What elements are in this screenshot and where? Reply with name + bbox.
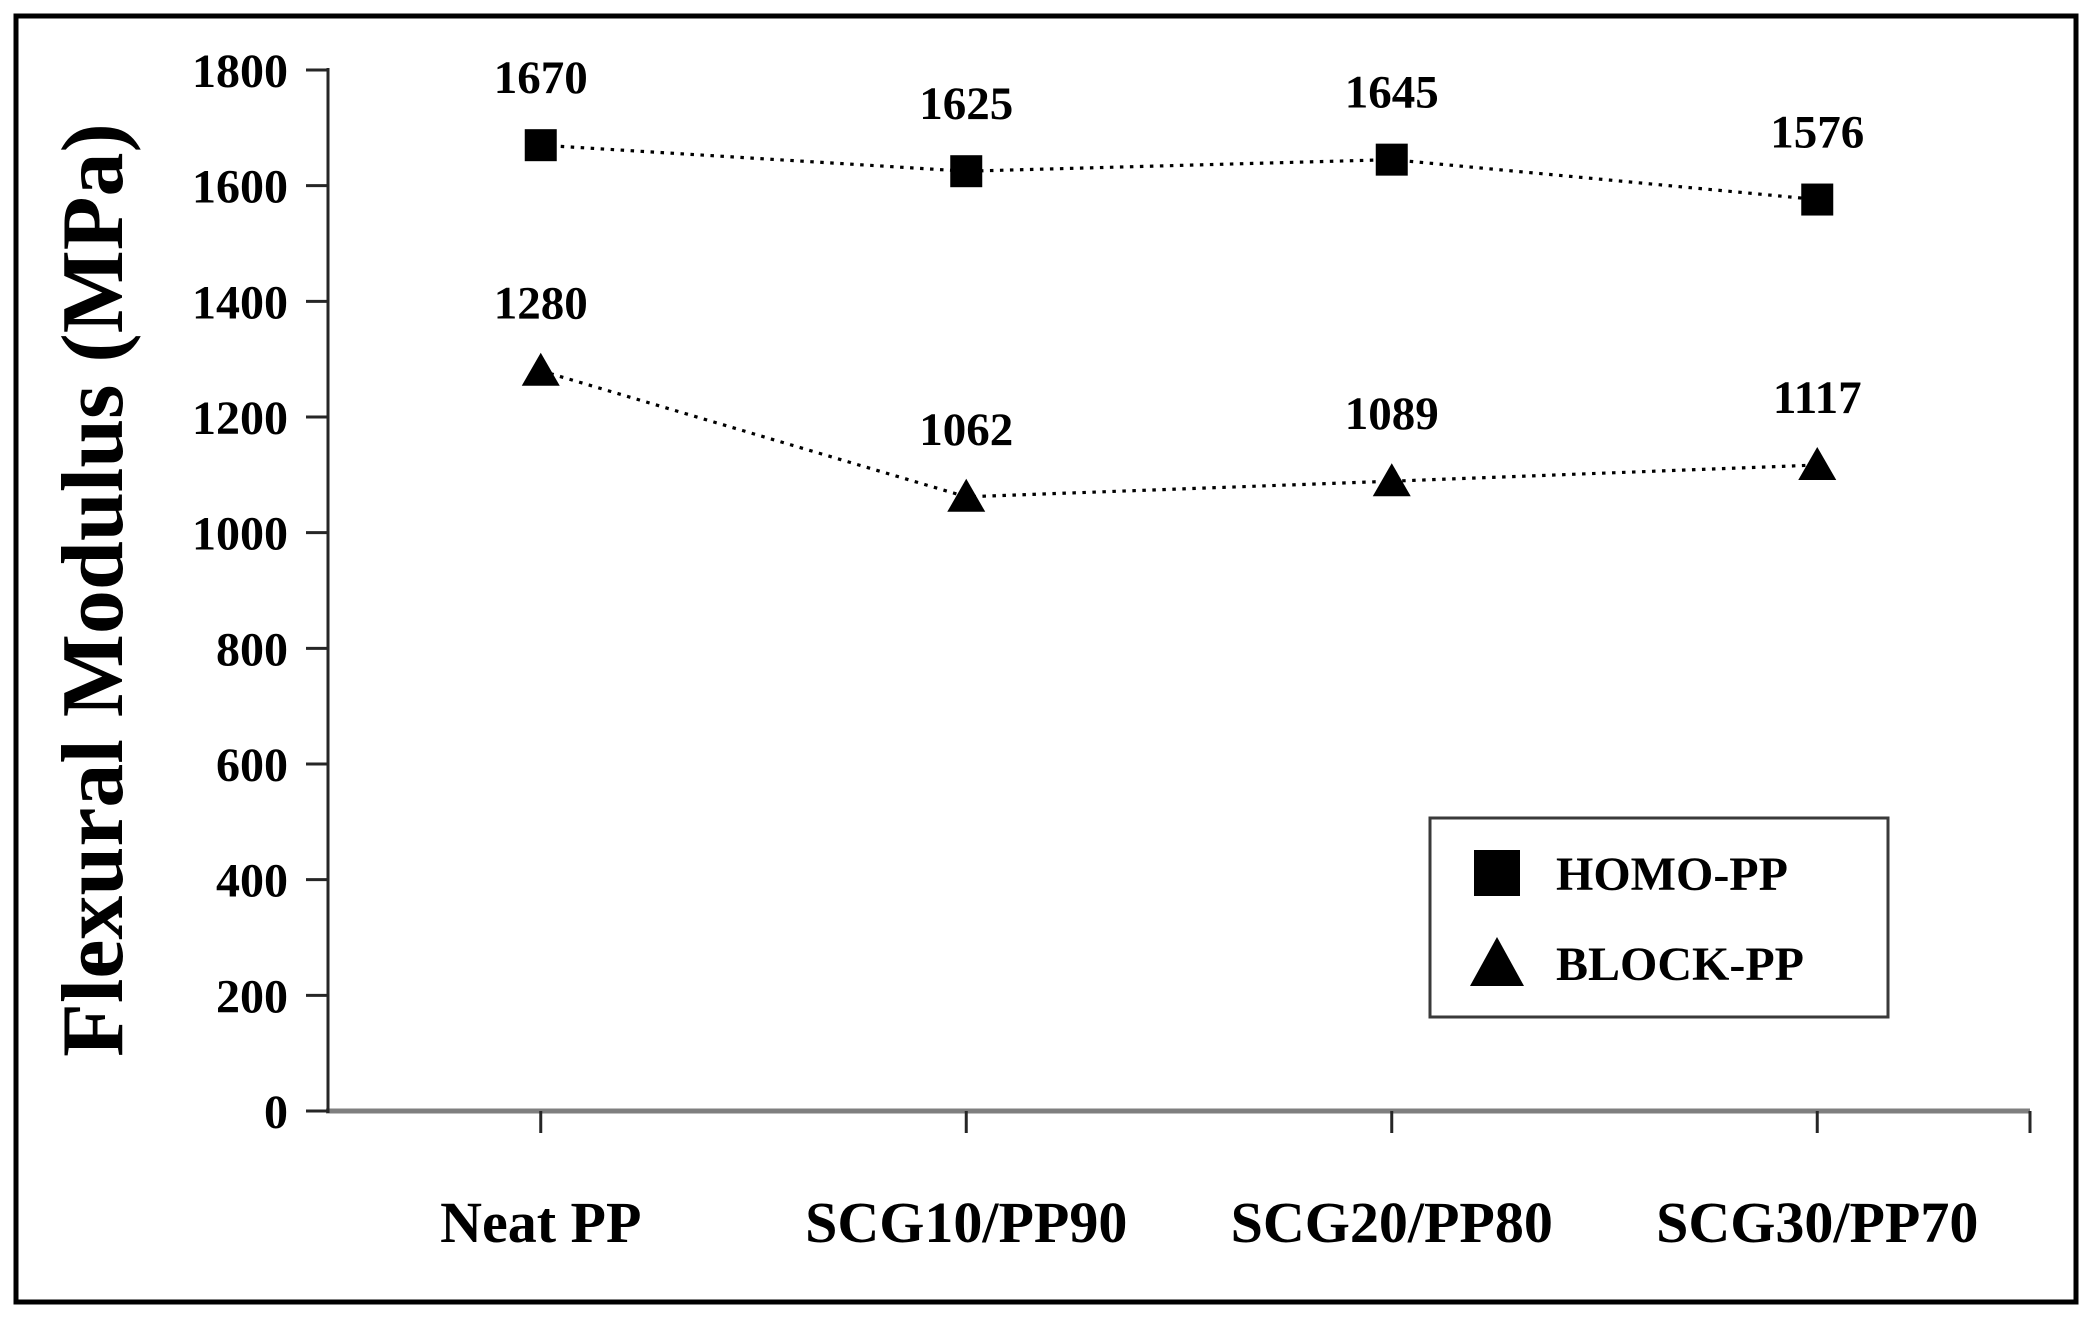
triangle-marker [1798, 447, 1837, 481]
square-marker [950, 155, 983, 188]
triangle-marker [1372, 463, 1411, 497]
series-line-homo-pp [540, 143, 1818, 202]
data-point-label: 1062 [919, 404, 1013, 456]
x-axis-category-label: SCG30/PP70 [1656, 1190, 1978, 1255]
y-axis-tick-label: 1200 [192, 392, 288, 445]
x-axis-category-label: SCG10/PP90 [805, 1190, 1127, 1255]
y-axis-tick-label: 400 [216, 855, 288, 908]
legend-label: BLOCK-PP [1556, 938, 1804, 991]
data-point-label: 1645 [1345, 67, 1439, 119]
data-point-label: 1089 [1345, 388, 1439, 440]
triangle-marker [521, 352, 560, 386]
y-axis-tick-label: 1000 [192, 508, 288, 561]
y-axis-tick-label: 600 [216, 739, 288, 792]
y-axis-tick-label: 1600 [192, 161, 288, 214]
y-axis-tick-label: 800 [216, 623, 288, 676]
y-axis-tick-label: 200 [216, 970, 288, 1023]
y-axis-tick-label: 1400 [192, 276, 288, 329]
legend-square-marker [1474, 850, 1520, 896]
data-point-label: 1280 [494, 278, 588, 330]
figure-border [13, 13, 2079, 1305]
data-point-label: 1117 [1773, 372, 1862, 424]
legend-label: HOMO-PP [1556, 848, 1788, 901]
data-point-label: 1670 [494, 52, 588, 104]
series-line-block-pp [540, 369, 1818, 499]
y-axis-title: Flexural Modulus (MPa) [45, 123, 142, 1057]
x-axis-category-label: SCG20/PP80 [1231, 1190, 1553, 1255]
square-marker [1801, 183, 1834, 216]
square-marker [1375, 143, 1408, 176]
data-point-label: 1625 [919, 78, 1013, 130]
y-axis-tick-label: 0 [264, 1086, 288, 1139]
square-marker [524, 129, 557, 162]
y-axis-tick-label: 1800 [192, 45, 288, 98]
data-point-label: 1576 [1770, 107, 1864, 159]
legend-triangle-marker [1470, 937, 1524, 986]
triangle-marker [947, 478, 986, 512]
x-axis-category-label: Neat PP [440, 1190, 641, 1255]
